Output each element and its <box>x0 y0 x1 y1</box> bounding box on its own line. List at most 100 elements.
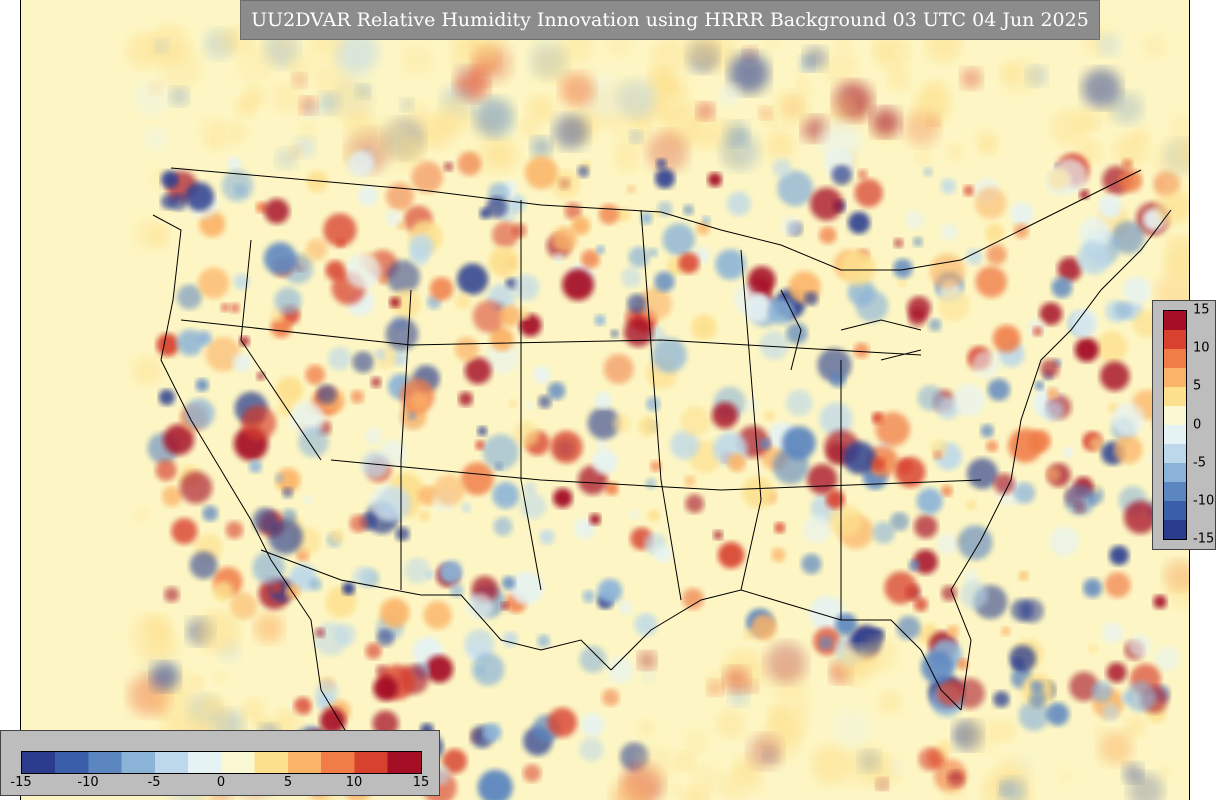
field-blob <box>513 274 540 301</box>
field-blob <box>751 614 777 641</box>
field-blob <box>212 581 234 602</box>
field-blob <box>155 39 169 53</box>
field-blob <box>1123 276 1151 305</box>
field-blob <box>1087 643 1098 654</box>
field-blob <box>986 244 1007 265</box>
field-blob <box>947 624 959 637</box>
field-blob <box>743 294 772 323</box>
field-blob <box>443 161 454 172</box>
field-blob <box>464 629 495 660</box>
field-blob <box>329 529 345 544</box>
field-blob <box>871 107 901 137</box>
field-blob <box>502 631 519 648</box>
field-blob <box>270 581 283 594</box>
field-blob <box>803 291 819 306</box>
field-blob <box>466 593 493 620</box>
field-blob <box>196 330 212 346</box>
field-blob <box>992 719 1016 743</box>
field-blob <box>701 215 711 225</box>
field-blob <box>220 303 230 312</box>
field-blob <box>1046 467 1061 482</box>
field-blob <box>857 169 868 180</box>
field-blob <box>379 276 388 285</box>
field-blob <box>1062 447 1074 458</box>
field-blob <box>612 414 631 433</box>
field-blob <box>417 485 438 506</box>
field-blob <box>640 212 653 225</box>
field-blob <box>1091 681 1113 703</box>
field-blob <box>817 348 852 383</box>
field-blob <box>638 416 658 437</box>
field-blob <box>626 184 636 194</box>
field-blob <box>1113 435 1143 464</box>
field-blob <box>134 506 150 522</box>
field-blob <box>325 260 346 281</box>
field-blob <box>1154 646 1180 672</box>
field-blob <box>942 781 966 800</box>
field-blob <box>501 576 516 590</box>
field-blob <box>759 438 772 450</box>
field-blob <box>460 462 494 496</box>
field-blob <box>205 336 241 372</box>
field-blob <box>530 136 552 158</box>
field-blob <box>263 242 297 275</box>
field-blob <box>385 210 402 227</box>
field-blob <box>946 143 965 162</box>
field-blob <box>893 258 913 279</box>
field-blob <box>675 751 696 771</box>
field-blob <box>525 401 534 410</box>
field-blob <box>169 193 188 211</box>
field-blob <box>292 73 307 88</box>
field-blob <box>726 191 752 216</box>
field-blob <box>163 424 195 455</box>
field-blob <box>696 102 715 121</box>
horizontal-colorbar: -15 -10 -5 0 5 10 15 <box>0 730 440 796</box>
field-blob <box>972 350 1000 379</box>
field-blob <box>1056 767 1073 785</box>
field-blob <box>493 516 513 537</box>
field-blob <box>962 717 998 753</box>
field-blob <box>831 164 852 186</box>
field-blob <box>1119 169 1143 193</box>
field-blob <box>669 784 683 797</box>
field-blob <box>1101 703 1120 721</box>
field-blob <box>1046 702 1070 726</box>
field-blob <box>1057 257 1082 282</box>
field-blob <box>807 464 838 495</box>
field-blob <box>853 342 870 359</box>
field-blob <box>547 707 577 738</box>
field-blob <box>212 671 226 685</box>
field-blob <box>652 209 661 219</box>
field-blob <box>1123 500 1157 534</box>
field-blob <box>1001 63 1020 83</box>
field-blob <box>936 533 959 556</box>
field-blob <box>184 398 215 429</box>
field-blob <box>953 384 986 417</box>
field-blob <box>629 509 639 519</box>
field-blob <box>957 525 993 560</box>
field-blob <box>286 52 314 80</box>
field-blob <box>940 223 958 241</box>
field-blob <box>647 509 660 522</box>
field-blob <box>650 38 688 77</box>
field-blob <box>350 389 365 404</box>
field-blob <box>936 678 964 706</box>
field-blob <box>965 248 983 266</box>
field-blob <box>242 698 266 723</box>
field-blob <box>594 438 608 451</box>
field-blob <box>603 353 634 384</box>
field-blob <box>1032 326 1043 337</box>
field-blob <box>825 489 845 509</box>
field-blob <box>607 657 634 684</box>
field-blob <box>598 204 620 225</box>
field-blob <box>1097 33 1121 57</box>
field-blob <box>819 402 853 436</box>
field-blob <box>827 442 848 464</box>
vbar-tick: -10 <box>1193 493 1215 509</box>
field-blob <box>275 376 304 405</box>
field-blob <box>873 33 911 72</box>
field-blob <box>315 680 340 705</box>
field-blob <box>327 346 352 371</box>
field-blob <box>1153 594 1167 609</box>
field-blob <box>221 170 254 202</box>
